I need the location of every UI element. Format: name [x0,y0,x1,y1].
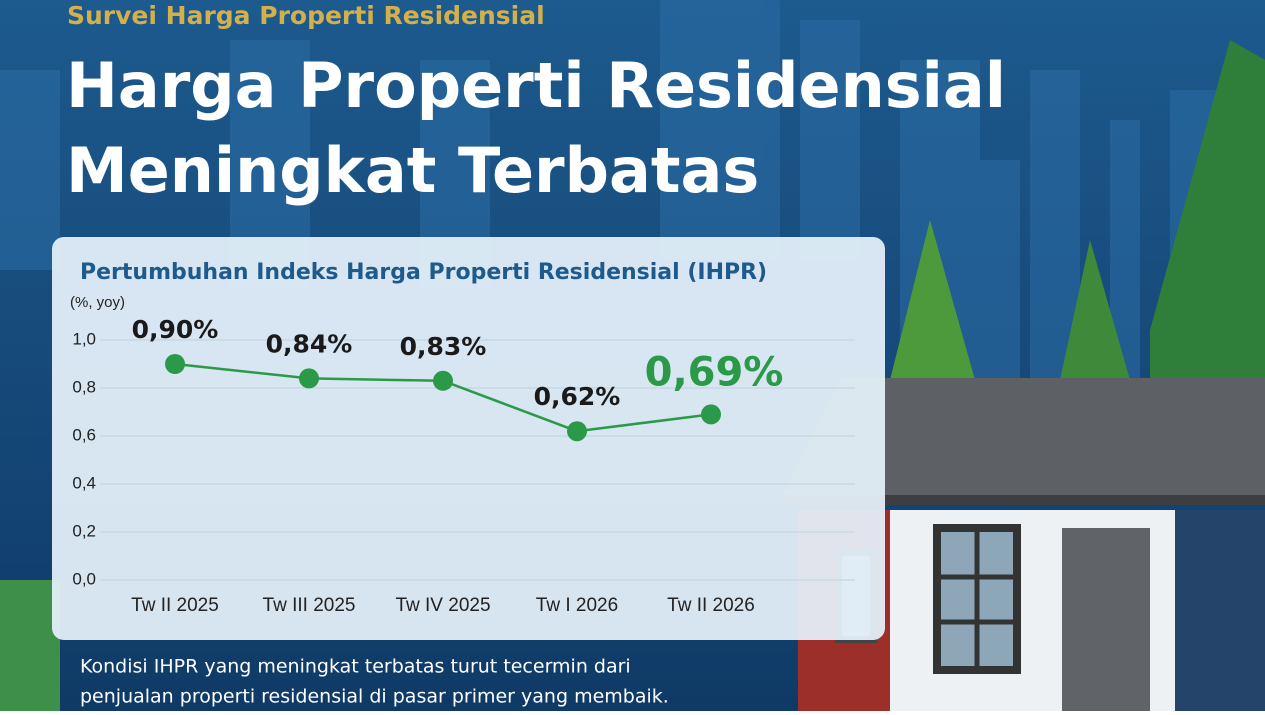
value-label: 0,90% [132,315,219,344]
value-label: 0,69% [645,349,784,395]
y-tick-label: 1,0 [72,329,96,348]
x-tick-label: Tw III 2025 [263,595,356,616]
y-tick-label: 0,6 [72,425,96,444]
x-tick-label: Tw II 2026 [667,595,755,616]
footer: Kondisi IHPR yang meningkat terbatas tur… [80,656,631,678]
y-tick-label: 0,8 [72,377,96,396]
kicker: Survei Harga Properti Residensial [67,1,545,30]
y-tick-label: 0,4 [72,473,96,492]
x-tick-label: Tw IV 2025 [395,595,490,616]
footer: penjualan properti residensial di pasar … [80,686,669,708]
x-tick-label: Tw II 2025 [131,595,219,616]
chart-title: Pertumbuhan Indeks Harga Properti Reside… [80,260,767,285]
value-label: 0,84% [266,329,353,358]
x-tick-label: Tw I 2026 [536,595,618,616]
chart-panel [52,237,885,640]
point [165,354,185,374]
y-axis-label: (%, yoy) [70,294,125,311]
grass [0,580,60,711]
point [433,370,453,391]
y-tick-label: 0,0 [72,569,96,588]
headline: Meningkat Terbatas [66,134,759,207]
point [701,404,721,425]
point [299,368,319,389]
value-label: 0,62% [534,382,621,411]
headline: Harga Properti Residensial [66,49,1006,122]
y-tick-label: 0,2 [72,521,96,540]
point [567,421,587,442]
value-label: 0,83% [400,332,487,361]
